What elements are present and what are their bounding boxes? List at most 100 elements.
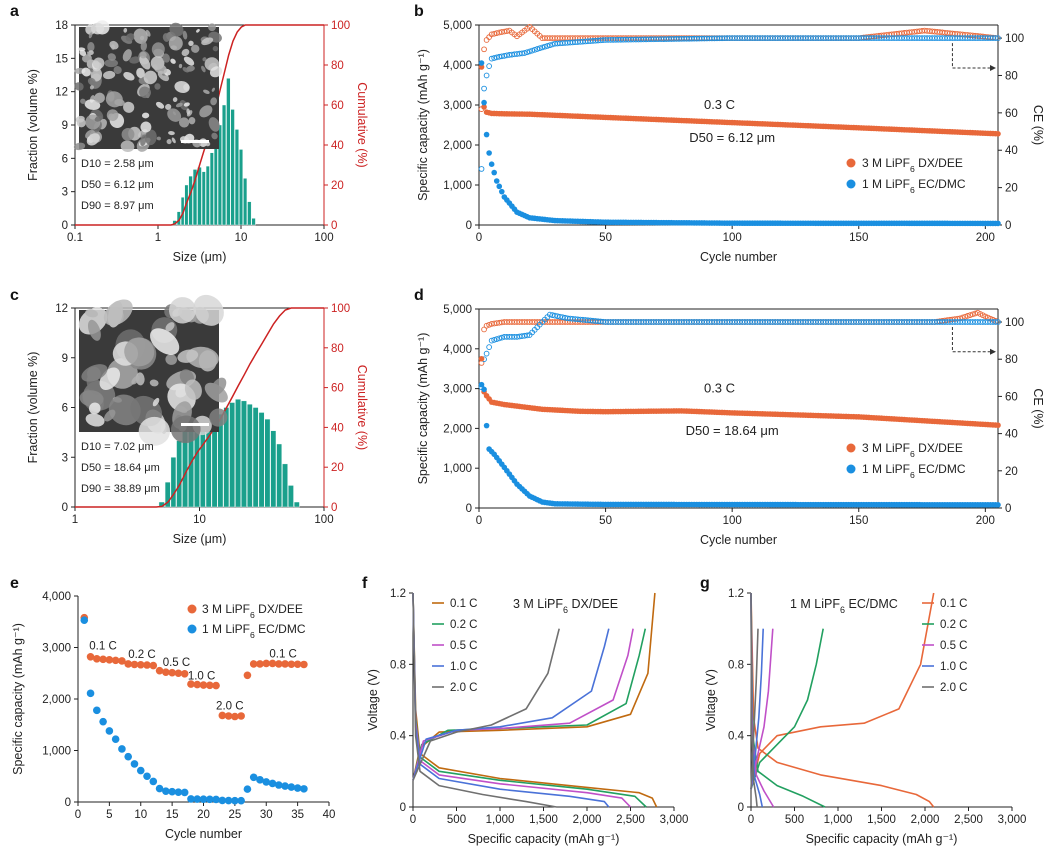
ce-point xyxy=(503,28,510,34)
y-tick-label: 0.4 xyxy=(390,731,407,743)
sem-particle xyxy=(212,46,219,52)
y2-axis-label: Cumulative (%) xyxy=(355,365,369,450)
sem-particle xyxy=(155,101,165,109)
ce-point xyxy=(488,337,495,344)
rate-point xyxy=(193,795,202,803)
size-stat-label: D50 = 6.12 μm xyxy=(81,179,154,191)
x-axis-label: Specific capacity (mAh g⁻¹) xyxy=(806,832,958,846)
ce-point xyxy=(488,31,495,38)
chart-e: 0 5 10 15 20 25 30 35 40 0 1,000 2,000 3,000 4,000 Cyc… xyxy=(10,575,335,841)
legend-label: 0.5 C xyxy=(450,640,478,652)
sem-particle xyxy=(139,51,147,59)
capacity-point xyxy=(493,178,500,184)
y-axis-label: Specific capacity (mAh g⁻¹) xyxy=(11,623,25,775)
y-tick-label: 0 xyxy=(62,502,68,514)
capacity-point xyxy=(488,161,495,167)
legend-label: 1.0 C xyxy=(450,661,478,673)
rate-point xyxy=(281,782,289,790)
sem-particle xyxy=(181,48,190,57)
sem-particle xyxy=(203,89,210,94)
y2-tick-label: 100 xyxy=(331,20,350,32)
sem-particle xyxy=(88,32,93,39)
capacity-point xyxy=(498,188,505,195)
sem-particle xyxy=(149,379,159,387)
sem-particle xyxy=(122,49,132,62)
y-tick-label: 2,000 xyxy=(42,694,71,706)
x-tick-label: 2,000 xyxy=(911,814,940,826)
ce-point xyxy=(957,315,963,322)
sem-particle xyxy=(89,85,95,90)
discharge-curve xyxy=(412,592,557,808)
sem-particle xyxy=(174,81,190,93)
sem-particle xyxy=(202,57,207,62)
ce-point xyxy=(493,54,500,61)
sem-particle xyxy=(104,59,118,68)
arrow-head xyxy=(990,348,996,355)
panel-label: e xyxy=(10,575,19,592)
legend-label: 3 M LiPF6 DX/DEE xyxy=(862,156,963,174)
sem-particle xyxy=(136,67,145,79)
rate-point xyxy=(256,660,264,668)
x-tick-label: 10 xyxy=(193,514,206,526)
ce-point xyxy=(541,43,548,50)
legend-label: 1 M LiPF6 EC/DMC xyxy=(862,177,966,195)
size-stat-label: D10 = 2.58 μm xyxy=(81,158,154,170)
sem-particle xyxy=(139,86,151,99)
sem-particle xyxy=(165,354,177,365)
sem-particle xyxy=(81,67,91,77)
sem-particle xyxy=(183,102,190,107)
charge-curve xyxy=(412,628,647,781)
rate-point xyxy=(111,735,120,743)
ce-point xyxy=(478,166,485,172)
sem-particle xyxy=(209,408,228,427)
y2-tick-label: 80 xyxy=(1005,354,1018,366)
y2-tick-label: 40 xyxy=(331,140,344,152)
rate-point xyxy=(118,745,126,753)
y-tick-label: 0.4 xyxy=(728,731,745,743)
rate-point xyxy=(80,616,89,625)
legend-marker xyxy=(846,179,856,189)
size-stat-label: D50 = 18.64 μm xyxy=(81,462,160,474)
legend-marker xyxy=(846,158,856,168)
legend-label: 0.5 C xyxy=(940,640,968,652)
rate-point xyxy=(105,656,114,664)
y-tick-label: 1,000 xyxy=(443,463,472,475)
sem-particle xyxy=(90,67,103,82)
ce-point xyxy=(549,312,556,318)
rate-point xyxy=(224,796,233,805)
sem-particle xyxy=(208,23,216,32)
histogram-bar xyxy=(201,171,206,226)
rate-point xyxy=(187,795,195,803)
sem-particle xyxy=(123,72,135,81)
sem-particle xyxy=(141,112,150,119)
sem-particle xyxy=(211,132,218,140)
sem-particle xyxy=(123,28,128,33)
sem-particle xyxy=(113,66,122,74)
y2-tick-label: 40 xyxy=(331,422,344,434)
sem-particle xyxy=(143,70,158,85)
rate-point xyxy=(168,787,176,796)
legend-marker xyxy=(187,604,197,614)
y2-tick-label: 100 xyxy=(1005,33,1024,45)
rate-annotation: 0.2 C xyxy=(128,649,156,661)
ce-point xyxy=(992,35,999,41)
sem-particle xyxy=(183,56,195,66)
rate-point xyxy=(249,773,258,782)
rate-point xyxy=(243,785,252,793)
ce-point xyxy=(493,30,500,36)
sem-particle xyxy=(124,337,155,367)
rate-point xyxy=(300,785,308,793)
rate-point xyxy=(99,655,107,664)
sem-particle xyxy=(140,41,147,51)
y2-tick-label: 40 xyxy=(1005,145,1018,157)
y-tick-label: 0 xyxy=(65,797,71,809)
sem-particle xyxy=(201,65,206,73)
sem-particle xyxy=(179,100,188,111)
sem-particle xyxy=(145,129,157,146)
y2-axis-label: CE (%) xyxy=(1031,105,1045,145)
x-axis-label: Cycle number xyxy=(165,827,242,841)
y-axis-label: Voltage (V) xyxy=(704,669,718,731)
ce-point xyxy=(536,45,543,52)
sem-particle xyxy=(165,322,175,332)
sem-particle xyxy=(103,299,133,326)
